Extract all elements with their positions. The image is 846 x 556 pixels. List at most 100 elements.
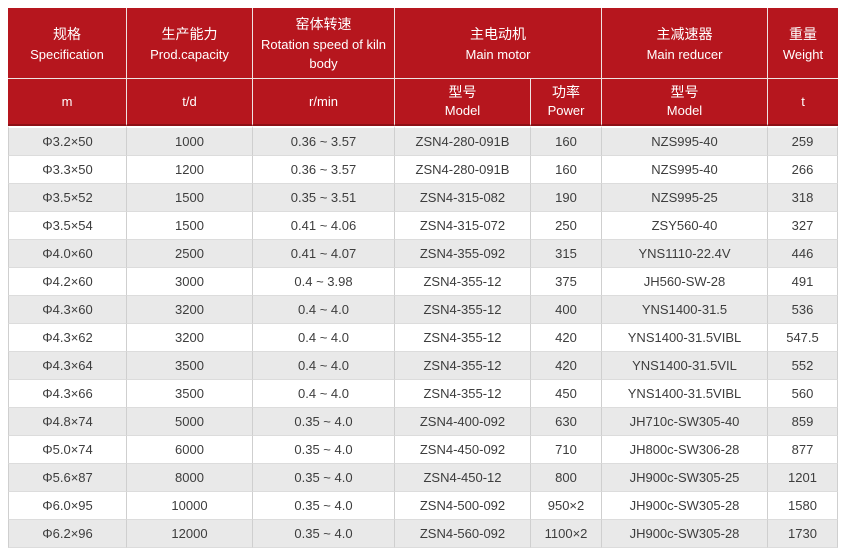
table-row: Φ6.2×96 12000 0.35 ~ 4.0 ZSN4-560-092 1100×2… bbox=[8, 520, 838, 548]
cell-rotation-speed: 0.35 ~ 4.0 bbox=[253, 436, 395, 464]
cell-spec: Φ4.3×64 bbox=[8, 352, 127, 380]
cell-weight: 1730 bbox=[768, 520, 838, 548]
cell-rotation-speed: 0.35 ~ 4.0 bbox=[253, 492, 395, 520]
header-rotation-zh: 窑体转速 bbox=[295, 16, 352, 32]
cell-weight: 327 bbox=[768, 212, 838, 240]
header-reducer-en: Main reducer bbox=[646, 46, 723, 62]
table-header: 规格 Specification 生产能力 Prod.capacity 窑体转速… bbox=[8, 8, 838, 126]
cell-spec: Φ4.3×62 bbox=[8, 324, 127, 352]
cell-spec: Φ6.0×95 bbox=[8, 492, 127, 520]
header-unit-row: m t/d r/min 型号 Model 功率 Power 型号 Model t bbox=[8, 79, 838, 126]
cell-motor-model: ZSN4-500-092 bbox=[395, 492, 531, 520]
table-row: Φ3.5×54 1500 0.41 ~ 4.06 ZSN4-315-072 250 ZSY… bbox=[8, 212, 838, 240]
cell-motor-model: ZSN4-450-092 bbox=[395, 436, 531, 464]
cell-spec: Φ3.5×52 bbox=[8, 184, 127, 212]
cell-capacity: 3500 bbox=[127, 352, 253, 380]
subheader-reducer-model: 型号 Model bbox=[602, 79, 768, 126]
cell-rotation-speed: 0.35 ~ 4.0 bbox=[253, 464, 395, 492]
cell-motor-power: 800 bbox=[531, 464, 602, 492]
cell-motor-model: ZSN4-400-092 bbox=[395, 408, 531, 436]
table-row: Φ4.3×66 3500 0.4 ~ 4.0 ZSN4-355-12 450 YNS140… bbox=[8, 380, 838, 408]
cell-reducer-model: JH900c-SW305-28 bbox=[602, 520, 768, 548]
header-spec-en: Specification bbox=[30, 46, 104, 62]
header-reducer-zh: 主减速器 bbox=[656, 25, 713, 42]
cell-rotation-speed: 0.41 ~ 4.07 bbox=[253, 240, 395, 268]
header-main-reducer: 主减速器 Main reducer bbox=[602, 8, 768, 79]
cell-weight: 536 bbox=[768, 296, 838, 324]
cell-capacity: 1200 bbox=[127, 156, 253, 184]
table-row: Φ4.2×60 3000 0.4 ~ 3.98 ZSN4-355-12 375 JH560… bbox=[8, 268, 838, 296]
header-main-motor: 主电动机 Main motor bbox=[395, 8, 602, 79]
cell-motor-model: ZSN4-450-12 bbox=[395, 464, 531, 492]
cell-capacity: 2500 bbox=[127, 240, 253, 268]
cell-capacity: 1500 bbox=[127, 184, 253, 212]
kiln-spec-table: 规格 Specification 生产能力 Prod.capacity 窑体转速… bbox=[8, 8, 838, 548]
subheader-reducer-model-zh: 型号 bbox=[670, 84, 699, 100]
table-row: Φ3.3×50 1200 0.36 ~ 3.57 ZSN4-280-091B 160 NZ… bbox=[8, 156, 838, 184]
cell-weight: 560 bbox=[768, 380, 838, 408]
cell-motor-power: 375 bbox=[531, 268, 602, 296]
cell-capacity: 5000 bbox=[127, 408, 253, 436]
header-capacity-zh: 生产能力 bbox=[161, 25, 218, 42]
header-weight-en: Weight bbox=[782, 46, 824, 62]
cell-motor-power: 450 bbox=[531, 380, 602, 408]
cell-spec: Φ3.3×50 bbox=[8, 156, 127, 184]
cell-weight: 266 bbox=[768, 156, 838, 184]
header-spec-zh: 规格 bbox=[53, 25, 81, 42]
cell-rotation-speed: 0.4 ~ 3.98 bbox=[253, 268, 395, 296]
cell-weight: 547.5 bbox=[768, 324, 838, 352]
cell-motor-model: ZSN4-355-12 bbox=[395, 296, 531, 324]
header-weight-zh: 重量 bbox=[789, 25, 817, 42]
cell-reducer-model: JH560-SW-28 bbox=[602, 268, 768, 296]
header-motor-zh: 主电动机 bbox=[470, 25, 526, 42]
cell-motor-model: ZSN4-355-12 bbox=[395, 324, 531, 352]
cell-rotation-speed: 0.4 ~ 4.0 bbox=[253, 380, 395, 408]
cell-capacity: 1500 bbox=[127, 212, 253, 240]
cell-rotation-speed: 0.4 ~ 4.0 bbox=[253, 324, 395, 352]
cell-motor-model: ZSN4-355-092 bbox=[395, 240, 531, 268]
header-group-row: 规格 Specification 生产能力 Prod.capacity 窑体转速… bbox=[8, 8, 838, 79]
subheader-motor-model: 型号 Model bbox=[395, 79, 531, 126]
cell-motor-model: ZSN4-315-072 bbox=[395, 212, 531, 240]
cell-motor-model: ZSN4-355-12 bbox=[395, 380, 531, 408]
cell-rotation-speed: 0.36 ~ 3.57 bbox=[253, 156, 395, 184]
cell-reducer-model: NZS995-40 bbox=[602, 156, 768, 184]
header-spec: 规格 Specification bbox=[8, 8, 127, 79]
cell-weight: 446 bbox=[768, 240, 838, 268]
subheader-spec-unit: m bbox=[8, 79, 127, 126]
table-row: Φ4.3×60 3200 0.4 ~ 4.0 ZSN4-355-12 400 YNS140… bbox=[8, 296, 838, 324]
cell-spec: Φ5.6×87 bbox=[8, 464, 127, 492]
cell-spec: Φ4.3×66 bbox=[8, 380, 127, 408]
cell-capacity: 3200 bbox=[127, 296, 253, 324]
subheader-motor-model-zh: 型号 bbox=[448, 84, 477, 100]
cell-weight: 552 bbox=[768, 352, 838, 380]
cell-motor-power: 950×2 bbox=[531, 492, 602, 520]
cell-motor-power: 160 bbox=[531, 156, 602, 184]
cell-rotation-speed: 0.4 ~ 4.0 bbox=[253, 296, 395, 324]
table-row: Φ4.3×62 3200 0.4 ~ 4.0 ZSN4-355-12 420 YNS140… bbox=[8, 324, 838, 352]
cell-spec: Φ3.2×50 bbox=[8, 126, 127, 156]
cell-weight: 259 bbox=[768, 126, 838, 156]
cell-motor-power: 1100×2 bbox=[531, 520, 602, 548]
header-rotation-speed: 窑体转速 Rotation speed of kiln body bbox=[253, 8, 395, 79]
subheader-capacity-unit: t/d bbox=[127, 79, 253, 126]
table-row: Φ3.5×52 1500 0.35 ~ 3.51 ZSN4-315-082 190 NZS… bbox=[8, 184, 838, 212]
cell-motor-model: ZSN4-355-12 bbox=[395, 352, 531, 380]
header-weight: 重量 Weight bbox=[768, 8, 838, 79]
table-row: Φ3.2×50 1000 0.36 ~ 3.57 ZSN4-280-091B 160 NZ… bbox=[8, 126, 838, 156]
header-rotation-en: Rotation speed of kiln body bbox=[260, 37, 387, 71]
cell-rotation-speed: 0.36 ~ 3.57 bbox=[253, 126, 395, 156]
cell-reducer-model: YNS1400-31.5VIBL bbox=[602, 324, 768, 352]
header-capacity: 生产能力 Prod.capacity bbox=[127, 8, 253, 79]
cell-reducer-model: YNS1400-31.5VIL bbox=[602, 352, 768, 380]
cell-motor-model: ZSN4-280-091B bbox=[395, 156, 531, 184]
cell-capacity: 12000 bbox=[127, 520, 253, 548]
cell-reducer-model: NZS995-40 bbox=[602, 126, 768, 156]
cell-capacity: 6000 bbox=[127, 436, 253, 464]
cell-spec: Φ6.2×96 bbox=[8, 520, 127, 548]
cell-motor-power: 420 bbox=[531, 324, 602, 352]
cell-reducer-model: JH900c-SW305-25 bbox=[602, 464, 768, 492]
cell-capacity: 3500 bbox=[127, 380, 253, 408]
cell-reducer-model: YNS1400-31.5 bbox=[602, 296, 768, 324]
cell-motor-model: ZSN4-280-091B bbox=[395, 126, 531, 156]
